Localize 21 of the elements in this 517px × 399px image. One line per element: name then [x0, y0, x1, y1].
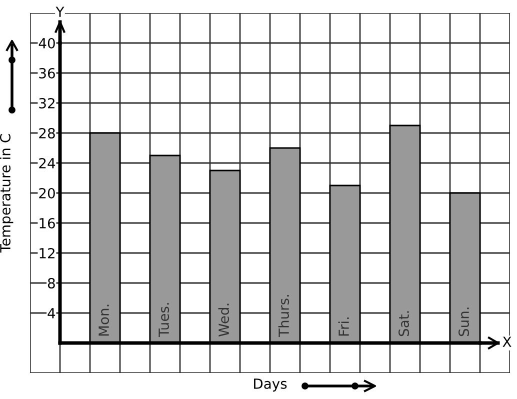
y-tick-label: 32 — [39, 98, 54, 108]
x-tick-label: Wed. — [218, 304, 230, 337]
y-tick-label: 12 — [40, 248, 54, 258]
y-tick-label: 40 — [38, 38, 55, 48]
x-tick-label: Fri. — [338, 318, 349, 336]
y-tick-label: 8 — [48, 278, 55, 288]
y-tick-label: 36 — [39, 68, 55, 78]
x-tick-label: Mon. — [98, 304, 110, 336]
x-tick-label: Sat. — [398, 311, 410, 336]
y-tick-label: 20 — [39, 188, 55, 198]
y-tick-label: 16 — [40, 218, 55, 228]
y-axis-title: Temperature in C — [0, 134, 14, 253]
annotation: Y — [56, 6, 64, 17]
annotation: X — [502, 336, 512, 347]
x-tick-label: Sun. — [458, 308, 470, 336]
y-tick-label: 28 — [39, 128, 55, 138]
x-tick-label: Thurs. — [278, 295, 290, 338]
x-axis-title: Days — [254, 378, 287, 392]
x-tick-label: Tues. — [158, 303, 170, 338]
y-tick-label: 4 — [48, 308, 56, 318]
y-tick-label: 24 — [39, 158, 56, 168]
